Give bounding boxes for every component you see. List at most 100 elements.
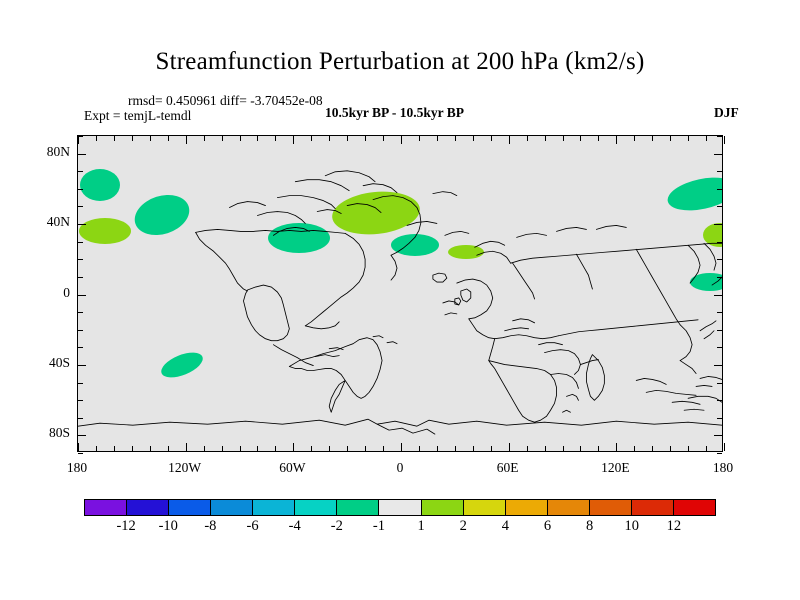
x-tick--150 bbox=[132, 136, 133, 141]
x-tick-top-120 bbox=[616, 443, 617, 451]
x-tick-top-60 bbox=[509, 443, 510, 451]
x-tick-top--140 bbox=[150, 446, 151, 451]
colorbar-band-12[interactable] bbox=[589, 500, 632, 515]
colorbar-tick--12: -12 bbox=[116, 518, 136, 534]
x-tick-20 bbox=[437, 136, 438, 141]
x-tick-top--90 bbox=[240, 446, 241, 451]
x-tick-10 bbox=[419, 136, 420, 141]
colorbar-band-4[interactable] bbox=[253, 500, 296, 515]
x-tick-top-140 bbox=[652, 446, 653, 451]
x-axis-label-5: 120E bbox=[601, 460, 630, 475]
x-tick-top-80 bbox=[545, 446, 546, 451]
colorbar-tick-10: 10 bbox=[624, 518, 639, 534]
y-tick--10 bbox=[78, 312, 83, 313]
x-tick-top--80 bbox=[257, 446, 258, 451]
colorbar-tick-1: 1 bbox=[417, 518, 425, 534]
x-tick-top-70 bbox=[527, 446, 528, 451]
colorbar-band-8[interactable] bbox=[421, 500, 464, 515]
colorbar-band-10[interactable] bbox=[505, 500, 548, 515]
y-tick-right--40 bbox=[714, 365, 722, 366]
y-tick-90 bbox=[78, 136, 83, 137]
colorbar-tick-2: 2 bbox=[459, 518, 467, 534]
colorbar-band-7[interactable] bbox=[379, 500, 422, 515]
y-axis-label-40S: 40S bbox=[48, 354, 70, 370]
x-tick-140 bbox=[652, 136, 653, 141]
x-axis-label-4: 60E bbox=[496, 460, 519, 475]
y-tick-right-90 bbox=[717, 136, 722, 137]
y-tick--90 bbox=[78, 453, 83, 454]
y-tick-right-70 bbox=[717, 171, 722, 172]
anomaly-region-red-sea-arabia bbox=[447, 245, 484, 260]
y-tick-80 bbox=[78, 154, 86, 155]
x-tick-top-40 bbox=[473, 446, 474, 451]
colorbar-band-6[interactable] bbox=[337, 500, 380, 515]
colorbar-band-3[interactable] bbox=[211, 500, 254, 515]
x-tick-120 bbox=[616, 136, 617, 144]
y-tick-right-0 bbox=[714, 295, 722, 296]
y-tick-20 bbox=[78, 259, 83, 260]
x-tick-30 bbox=[455, 136, 456, 141]
colorbar-band-9[interactable] bbox=[463, 500, 506, 515]
y-tick-right--80 bbox=[714, 435, 722, 436]
y-tick-60 bbox=[78, 189, 83, 190]
y-tick-right--60 bbox=[717, 400, 722, 401]
x-tick-top-160 bbox=[688, 446, 689, 451]
x-tick-top--10 bbox=[383, 446, 384, 451]
x-tick-top--130 bbox=[168, 446, 169, 451]
x-axis-label-2: 60W bbox=[279, 460, 306, 475]
colorbar-band-1[interactable] bbox=[127, 500, 170, 515]
anomaly-region-north-africa bbox=[391, 234, 440, 257]
colorbar-tick--6: -6 bbox=[246, 518, 259, 534]
y-tick--60 bbox=[78, 400, 83, 401]
y-tick-right--90 bbox=[717, 453, 722, 454]
colorbar-band-0[interactable] bbox=[85, 500, 128, 515]
y-tick--40 bbox=[78, 365, 86, 366]
x-tick-40 bbox=[473, 136, 474, 141]
x-axis-label-0: 180 bbox=[66, 460, 88, 475]
x-tick-top-10 bbox=[419, 446, 420, 451]
anomaly-region-west-pacific-subtropical bbox=[703, 222, 722, 247]
colorbar-tick--2: -2 bbox=[330, 518, 343, 534]
y-tick-right--70 bbox=[717, 418, 722, 419]
y-tick--20 bbox=[78, 330, 83, 331]
x-tick--120 bbox=[186, 136, 187, 144]
y-tick-right--20 bbox=[717, 330, 722, 331]
x-tick-top--160 bbox=[114, 446, 115, 451]
colorbar-tick--10: -10 bbox=[158, 518, 178, 534]
y-tick-right-80 bbox=[714, 154, 722, 155]
x-tick--60 bbox=[293, 136, 294, 144]
x-tick-70 bbox=[527, 136, 528, 141]
colorbar-band-2[interactable] bbox=[169, 500, 212, 515]
colorbar-tick-4: 4 bbox=[501, 518, 509, 534]
header-experiment: Expt = temjL-temdl bbox=[84, 108, 192, 123]
colorbar-band-13[interactable] bbox=[631, 500, 674, 515]
colorbar-tick-6: 6 bbox=[543, 518, 552, 534]
x-tick--160 bbox=[114, 136, 115, 141]
colorbar-band-11[interactable] bbox=[547, 500, 590, 515]
x-tick-top--20 bbox=[365, 446, 366, 451]
anomaly-region-north-pacific-subtropical bbox=[78, 218, 131, 245]
x-tick-top-30 bbox=[455, 446, 456, 451]
y-tick--30 bbox=[78, 347, 83, 348]
colorbar-tick-12: 12 bbox=[666, 518, 682, 534]
y-tick-right-60 bbox=[717, 189, 722, 190]
colorbar-tick--1: -1 bbox=[372, 518, 385, 534]
y-axis-label-80S: 80S bbox=[48, 425, 70, 441]
y-axis-label-80N: 80N bbox=[46, 143, 70, 159]
x-tick--180 bbox=[78, 136, 79, 144]
x-tick-170 bbox=[706, 136, 707, 141]
y-tick-right-20 bbox=[717, 259, 722, 260]
x-tick--40 bbox=[329, 136, 330, 141]
colorbar-band-5[interactable] bbox=[295, 500, 338, 515]
y-tick-right--10 bbox=[717, 312, 722, 313]
map-plot-inner bbox=[78, 136, 722, 451]
x-tick-90 bbox=[563, 136, 564, 141]
x-tick-180 bbox=[724, 136, 725, 144]
page-title: Streamfunction Perturbation at 200 hPa (… bbox=[155, 48, 645, 75]
x-tick-160 bbox=[688, 136, 689, 141]
x-axis-label-3: 0 bbox=[396, 460, 404, 475]
colorbar-band-14[interactable] bbox=[673, 500, 715, 515]
x-tick-top--30 bbox=[347, 446, 348, 451]
colorbar[interactable] bbox=[84, 499, 716, 516]
header-stats: rmsd= 0.450961 diff= -3.70452e-08 bbox=[128, 93, 323, 108]
